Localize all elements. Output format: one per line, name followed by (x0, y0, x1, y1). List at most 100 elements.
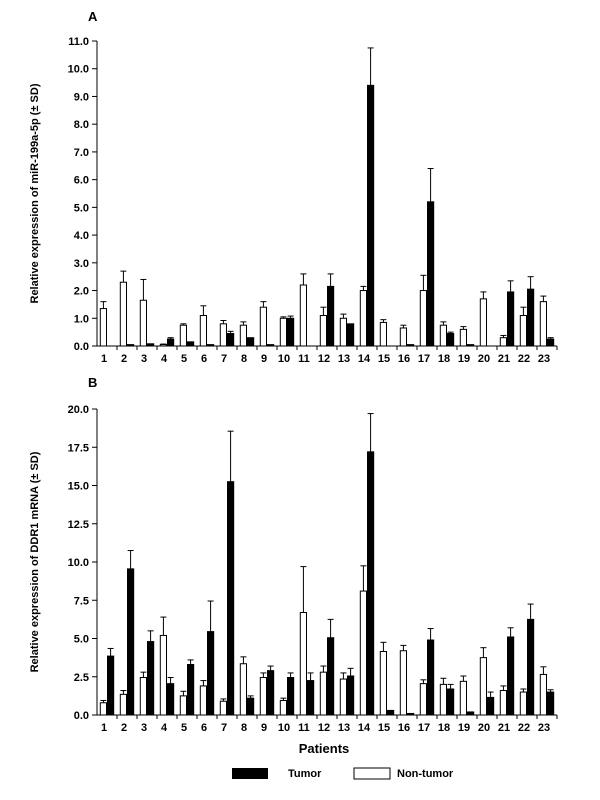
x-tick-label: 18 (438, 353, 450, 365)
y-tick-label: 6.0 (74, 175, 89, 187)
bar-non-tumor (499, 337, 507, 347)
bar-tumor (187, 341, 195, 347)
bar-non-tumor (399, 650, 407, 716)
bar-tumor (247, 697, 255, 716)
x-tick-label: 7 (221, 353, 227, 365)
bar-non-tumor (339, 317, 347, 347)
bar-non-tumor (219, 700, 228, 716)
x-tick-label: 8 (241, 722, 247, 734)
x-tick-label: 4 (161, 353, 168, 365)
y-tick-label: 7.0 (74, 147, 89, 159)
bar-tumor (267, 344, 275, 347)
bar-tumor (287, 677, 295, 716)
bar-non-tumor (319, 671, 327, 716)
legend-label-tumor: Tumor (288, 768, 322, 780)
legend-swatch-non-tumor (353, 767, 391, 780)
y-tick-label: 2.5 (74, 672, 89, 684)
x-tick-label: 19 (458, 353, 470, 365)
bar-tumor (167, 338, 175, 347)
bar-non-tumor (419, 683, 427, 716)
bar-non-tumor (519, 691, 527, 716)
x-tick-label: 21 (498, 353, 510, 365)
bar-non-tumor (139, 677, 148, 716)
y-tick-label: 0.0 (74, 710, 89, 722)
bar-tumor (307, 680, 315, 716)
x-tick-label: 22 (518, 722, 530, 734)
x-tick-label: 13 (338, 353, 350, 365)
bar-tumor (367, 84, 375, 347)
y-tick-label: 10.0 (68, 64, 89, 76)
bar-non-tumor (239, 324, 248, 347)
y-tick-label: 8.0 (74, 119, 89, 131)
bar-non-tumor (199, 315, 208, 347)
bar-non-tumor (219, 323, 228, 347)
bar-tumor (547, 691, 555, 716)
bar-non-tumor (399, 327, 407, 347)
x-tick-label: 1 (101, 353, 107, 365)
bar-non-tumor (319, 315, 327, 347)
x-tick-label: 21 (498, 722, 510, 734)
bar-non-tumor (479, 298, 487, 347)
y-tick-label: 20.0 (68, 404, 89, 416)
y-tick-label: 11.0 (68, 36, 89, 48)
y-tick-label: 0.0 (74, 341, 89, 353)
panel-a: A Relative expression of miR-199a-5p (± S… (29, 9, 558, 365)
panel-b: B Relative expression of DDR1 mRNA (± SD)… (29, 375, 558, 734)
bar-non-tumor (359, 590, 367, 716)
x-tick-label: 15 (378, 353, 390, 365)
bar-tumor (407, 712, 415, 716)
bar-tumor (267, 670, 275, 716)
bar-non-tumor (519, 315, 527, 347)
bar-tumor (107, 655, 115, 716)
x-tick-label: 11 (298, 722, 310, 734)
bar-tumor (367, 451, 375, 716)
bar-tumor (347, 323, 355, 347)
bar-non-tumor (439, 683, 447, 716)
y-tick-label: 3.0 (74, 258, 89, 270)
bar-tumor (207, 344, 215, 347)
x-tick-label: 5 (181, 353, 187, 365)
bar-non-tumor (99, 308, 108, 347)
bar-tumor (247, 337, 255, 347)
y-tick-label: 5.0 (74, 634, 89, 646)
bar-tumor (447, 333, 455, 347)
bar-non-tumor (259, 677, 267, 716)
x-tick-label: 9 (261, 353, 267, 365)
x-tick-label: 3 (141, 722, 147, 734)
bar-tumor (227, 333, 235, 347)
x-tick-label: 22 (518, 353, 530, 365)
y-tick-label: 4.0 (74, 230, 89, 242)
y-tick-label: 2.0 (74, 286, 89, 298)
bar-tumor (507, 291, 515, 347)
bar-tumor (547, 338, 555, 347)
bar-non-tumor (339, 678, 347, 716)
bar-non-tumor (139, 299, 148, 347)
bar-non-tumor (179, 324, 188, 347)
legend-swatch-tumor (232, 768, 268, 779)
x-tick-label: 2 (121, 353, 127, 365)
bar-tumor (207, 631, 215, 716)
x-tick-label: 20 (478, 722, 490, 734)
bar-non-tumor (479, 657, 487, 716)
bar-tumor (127, 568, 135, 716)
bar-tumor (327, 637, 335, 716)
bar-non-tumor (159, 344, 168, 347)
bar-tumor (227, 481, 235, 716)
x-tick-label: 14 (358, 722, 371, 734)
x-tick-label: 6 (201, 722, 207, 734)
bar-tumor (347, 675, 355, 716)
x-tick-label: 13 (338, 722, 350, 734)
x-tick-label: 4 (161, 722, 168, 734)
bar-non-tumor (99, 702, 108, 716)
bar-non-tumor (379, 321, 387, 347)
bar-tumor (507, 636, 515, 716)
bar-tumor (287, 317, 295, 347)
y-tick-label: 17.5 (68, 442, 89, 454)
y-tick-label: 5.0 (74, 202, 89, 214)
bar-tumor (427, 201, 435, 347)
x-tick-label: 1 (101, 722, 107, 734)
bar-tumor (487, 696, 495, 716)
bar-non-tumor (299, 284, 307, 347)
x-tick-label: 10 (278, 353, 290, 365)
